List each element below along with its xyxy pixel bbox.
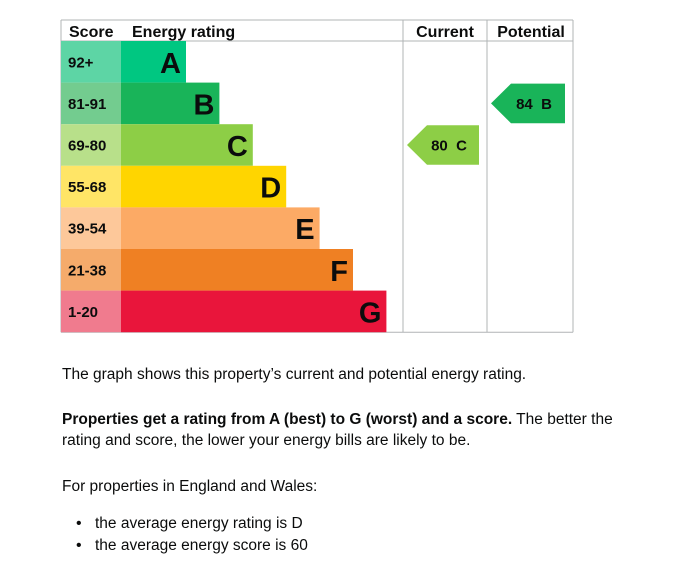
- score-range-c: 69-80: [68, 138, 106, 155]
- score-range-e: 39-54: [68, 221, 107, 238]
- score-cell-a: [61, 41, 121, 83]
- current-arrow: [407, 125, 479, 165]
- score-cell-g: [61, 290, 121, 333]
- rating-explanation: Properties get a rating from A (best) to…: [62, 409, 622, 451]
- band-bar-g: [121, 290, 387, 333]
- rating-bands: 92+ A 81-91 B 69-80 C 55-68 D 39-54 E 21-38 F 1-20 G: [61, 41, 387, 333]
- score-range-a: 92+: [68, 54, 94, 71]
- band-letter-f: F: [330, 256, 348, 288]
- average-list: the average energy rating is D the avera…: [62, 513, 308, 557]
- score-range-d: 55-68: [68, 179, 106, 196]
- potential-arrow: [491, 83, 565, 124]
- score-cell-c: [61, 124, 121, 166]
- band-bar-c: [121, 124, 253, 166]
- current-column-header: Current: [416, 24, 474, 41]
- energy-rating-column-header: Energy rating: [132, 24, 235, 41]
- region-note: For properties in England and Wales:: [62, 478, 318, 495]
- band-letter-g: G: [359, 297, 382, 329]
- band-bar-b: [121, 82, 220, 125]
- band-letter-c: C: [227, 131, 248, 163]
- band-letter-e: E: [295, 214, 314, 246]
- band-bar-f: [121, 249, 353, 291]
- band-bar-e: [121, 207, 320, 249]
- current-rating-label: 80 C: [431, 138, 467, 155]
- score-cell-d: [61, 165, 121, 208]
- score-range-b: 81-91: [68, 96, 106, 113]
- score-cell-f: [61, 249, 121, 291]
- graph-description: The graph shows this property’s current …: [62, 366, 527, 383]
- potential-rating-label: 84 B: [516, 96, 552, 113]
- list-item: the average energy score is 60: [62, 535, 308, 557]
- potential-column-header: Potential: [497, 24, 565, 41]
- energy-rating-chart: 92+ A81-91 B69-80 C55-68 D39-54 E21-38 F1-20 G …: [60, 19, 574, 333]
- rating-arrows: 80 C 84 B: [407, 83, 565, 165]
- score-cell-e: [61, 207, 121, 249]
- band-letter-b: B: [193, 89, 214, 121]
- band-letter-a: A: [160, 48, 181, 80]
- band-bar-a: [121, 41, 186, 83]
- score-range-g: 1-20: [68, 304, 98, 321]
- score-column-header: Score: [69, 24, 114, 41]
- rating-explanation-bold: Properties get a rating from A (best) to…: [62, 411, 513, 428]
- band-bar-d: [121, 165, 287, 208]
- list-item: the average energy rating is D: [62, 513, 308, 535]
- score-cell-b: [61, 82, 121, 125]
- score-range-f: 21-38: [68, 262, 106, 279]
- band-letter-d: D: [260, 173, 281, 205]
- rating-explanation-rest: The better the rating and score, the low…: [62, 411, 613, 449]
